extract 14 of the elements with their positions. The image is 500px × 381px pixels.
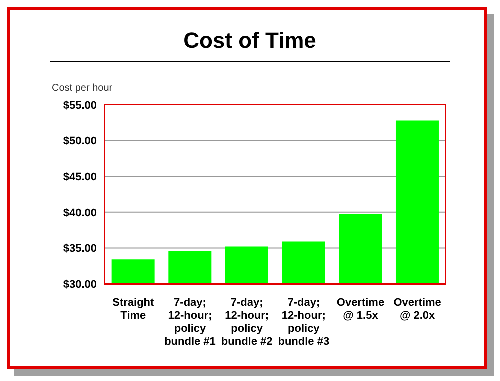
- x-tick-label: 7-day; 12-hour; policy bundle #3: [278, 297, 330, 348]
- y-tick-label: $55.00: [63, 100, 97, 112]
- x-tick-label: 7-day; 12-hour; policy bundle #2: [221, 297, 273, 348]
- y-tick-label: $50.00: [63, 136, 97, 148]
- y-tick-label: $45.00: [63, 172, 97, 184]
- x-tick-label: Overtime @ 1.5x: [336, 297, 385, 322]
- x-tick-label: Overtime @ 2.0x: [394, 297, 442, 322]
- y-tick-label: $35.00: [63, 243, 97, 256]
- x-tick-label: 7-day; 12-hour; policy bundle #1: [164, 297, 216, 348]
- x-tick-label: Straight Time: [112, 297, 155, 322]
- chart-title: Cost of Time: [182, 28, 318, 54]
- y-tick-label: $30.00: [63, 278, 97, 291]
- y-tick-label: $40.00: [63, 207, 97, 220]
- y-axis-title: Cost per hour: [52, 83, 113, 94]
